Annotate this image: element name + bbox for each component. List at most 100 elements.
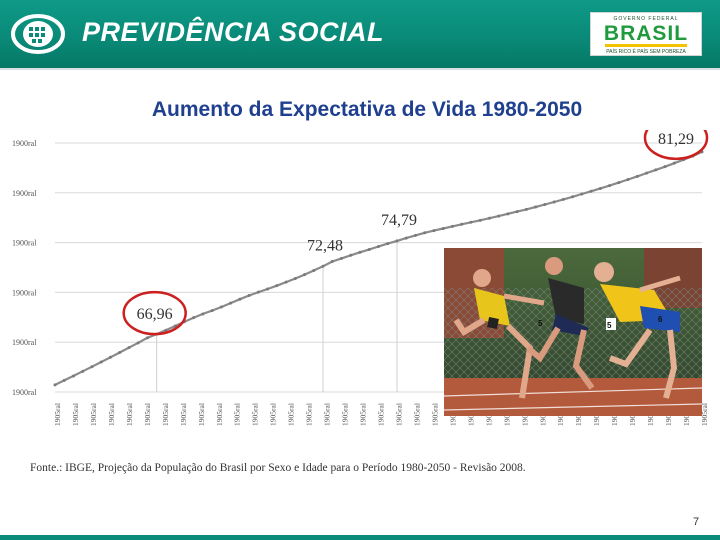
data-point	[589, 189, 593, 193]
data-point	[626, 177, 630, 181]
data-label: 72,48	[307, 237, 343, 254]
elderly-sprinters-photo: 5 6 5	[444, 248, 702, 416]
governo-federal-logo: GOVERNO FEDERAL BRASIL PAÍS RICO É PAÍS …	[590, 12, 702, 56]
x-tick-label: 1905ral	[269, 403, 278, 426]
data-point	[90, 365, 94, 369]
data-point	[552, 200, 556, 204]
data-point	[617, 181, 621, 185]
data-point	[377, 244, 380, 248]
y-tick-label: 1900ral	[12, 239, 37, 248]
gov-logo-top-text: GOVERNO FEDERAL	[613, 16, 679, 22]
data-point	[349, 253, 353, 257]
data-point	[118, 351, 122, 355]
highlight-circle	[122, 290, 187, 336]
data-point	[367, 247, 371, 251]
data-point	[672, 161, 676, 165]
highlight-circle	[643, 130, 709, 161]
x-tick-label: 1905ral	[125, 403, 134, 426]
y-tick-label: 1900ral	[12, 388, 37, 397]
gov-logo-word: BRASIL	[603, 22, 689, 45]
x-tick-label: 1905ral	[323, 403, 332, 426]
data-point	[506, 212, 510, 216]
data-point	[303, 273, 307, 277]
x-tick-label: 1905ral	[107, 403, 116, 426]
x-tick-label: 1905ral	[359, 403, 368, 426]
bib-number-1: 5	[607, 321, 612, 330]
data-point	[256, 290, 260, 294]
brand-title: PREVIDÊNCIA SOCIAL	[82, 17, 385, 47]
data-point	[312, 268, 316, 272]
header-divider	[0, 68, 720, 70]
data-point	[136, 341, 140, 345]
data-point	[543, 203, 547, 207]
data-point	[293, 276, 297, 280]
bib-number-3: 5	[538, 319, 543, 328]
data-point	[450, 224, 454, 228]
page-number: 7	[693, 516, 700, 528]
y-tick-label: 1900ral	[12, 139, 37, 148]
x-tick-label: 1905ral	[287, 403, 296, 426]
data-point	[275, 284, 279, 288]
x-tick-label: 1905ral	[305, 403, 314, 426]
x-tick-label: 1905ral	[341, 403, 350, 426]
data-point	[487, 216, 491, 220]
data-point	[238, 297, 242, 301]
data-point	[423, 231, 427, 235]
data-point	[229, 301, 233, 305]
data-point	[608, 184, 612, 188]
data-point	[201, 312, 205, 316]
data-point	[654, 168, 658, 172]
data-point	[524, 207, 528, 211]
data-point	[71, 374, 75, 378]
header-bar: PREVIDÊNCIA SOCIAL GOVERNO FEDERAL BRASI…	[0, 0, 720, 68]
data-point	[284, 280, 288, 284]
footer-bar	[0, 535, 720, 540]
x-tick-label: 1905ral	[251, 403, 260, 426]
data-point	[210, 309, 214, 313]
photo-illustration: 5 6 5	[444, 248, 702, 416]
data-point	[192, 316, 196, 320]
x-tick-label: 1905ral	[89, 403, 98, 426]
data-point	[386, 242, 390, 246]
data-point	[571, 195, 575, 199]
y-tick-label: 1900ral	[12, 338, 37, 347]
data-point	[413, 233, 417, 237]
data-label: 74,79	[381, 212, 417, 229]
data-point	[635, 174, 639, 178]
data-point	[645, 171, 649, 175]
x-tick-label: 1905ral	[233, 403, 242, 426]
x-tick-label: 1905ral	[53, 403, 62, 426]
x-tick-label: 1905ral	[179, 403, 188, 426]
runner-2-figure	[526, 257, 616, 390]
data-point	[247, 294, 251, 298]
data-point	[469, 220, 473, 224]
source-note: Fonte.: IBGE, Projeção da População do B…	[30, 462, 526, 474]
data-point	[358, 250, 362, 254]
x-tick-label: 1905ral	[197, 403, 206, 426]
data-point	[598, 186, 602, 190]
slide-title: Aumento da Expectativa de Vida 1980-2050	[151, 98, 583, 121]
runner-3-figure	[594, 262, 681, 399]
x-tick-label: 1905ral	[430, 403, 439, 426]
data-point	[108, 355, 112, 359]
data-point	[561, 197, 565, 201]
data-point	[99, 360, 103, 364]
y-tick-label: 1900ral	[12, 189, 37, 198]
data-point	[62, 378, 66, 382]
x-tick-label: 1905ral	[394, 403, 403, 426]
data-point	[432, 229, 436, 233]
x-tick-label: 1905ral	[700, 403, 709, 426]
data-label: 81,29	[658, 131, 694, 148]
data-point	[478, 218, 482, 222]
data-point	[266, 287, 270, 291]
data-point	[460, 222, 464, 226]
data-point	[340, 256, 344, 260]
x-tick-label: 1905ral	[161, 403, 170, 426]
data-point	[534, 205, 538, 209]
data-point	[395, 239, 399, 243]
data-point	[127, 346, 131, 350]
data-point	[497, 214, 501, 218]
data-point	[663, 165, 667, 169]
data-label: 66,96	[137, 306, 173, 323]
data-point	[173, 324, 177, 328]
